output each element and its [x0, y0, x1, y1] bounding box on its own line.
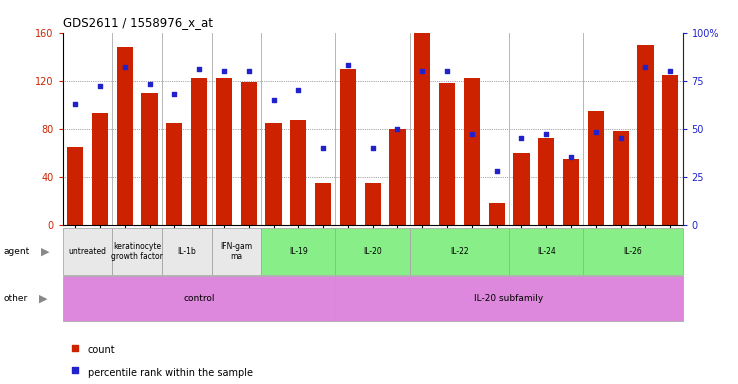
Text: IL-1b: IL-1b	[177, 247, 196, 256]
Bar	[587, 111, 604, 225]
Bar	[613, 131, 629, 225]
Text: count: count	[88, 345, 115, 355]
Bar	[290, 120, 306, 225]
Point	[292, 87, 304, 93]
Bar	[117, 47, 133, 225]
Text: IL-20: IL-20	[363, 247, 382, 256]
Point	[565, 154, 577, 161]
Bar	[63, 276, 336, 321]
Point	[342, 62, 354, 68]
Text: percentile rank within the sample: percentile rank within the sample	[88, 367, 252, 378]
Bar	[638, 45, 654, 225]
Point	[540, 131, 552, 137]
Point	[317, 145, 329, 151]
Point	[119, 64, 131, 70]
Bar	[339, 69, 356, 225]
Bar	[212, 228, 261, 275]
Bar	[215, 78, 232, 225]
Point	[94, 83, 106, 89]
Text: IL-20 subfamily: IL-20 subfamily	[475, 294, 544, 303]
Bar	[336, 228, 410, 275]
Text: IFN-gam
ma: IFN-gam ma	[220, 242, 252, 261]
Bar	[166, 122, 182, 225]
Point	[243, 68, 255, 74]
Point	[466, 131, 477, 137]
Point	[144, 81, 156, 88]
Bar	[315, 183, 331, 225]
Bar	[410, 228, 509, 275]
Bar	[92, 113, 108, 225]
Point	[69, 367, 81, 373]
Bar	[63, 228, 112, 275]
Text: IL-22: IL-22	[450, 247, 469, 256]
Point	[69, 345, 81, 351]
Bar	[67, 147, 83, 225]
Bar	[439, 83, 455, 225]
Text: keratinocyte
growth factor: keratinocyte growth factor	[111, 242, 163, 261]
Bar	[162, 228, 212, 275]
Bar	[142, 93, 158, 225]
Text: agent: agent	[4, 247, 30, 256]
Bar	[514, 153, 530, 225]
Point	[615, 135, 627, 141]
Text: GDS2611 / 1558976_x_at: GDS2611 / 1558976_x_at	[63, 16, 213, 29]
Bar	[390, 129, 406, 225]
Point	[416, 68, 428, 74]
Text: untreated: untreated	[69, 247, 106, 256]
Point	[367, 145, 379, 151]
Bar	[365, 183, 381, 225]
Bar	[191, 78, 207, 225]
Bar	[266, 122, 282, 225]
Text: ▶: ▶	[41, 247, 49, 257]
Point	[664, 68, 676, 74]
Point	[516, 135, 528, 141]
Point	[491, 168, 503, 174]
Bar	[584, 228, 683, 275]
Bar	[414, 33, 430, 225]
Bar	[112, 228, 162, 275]
Point	[640, 64, 652, 70]
Bar	[336, 276, 683, 321]
Bar	[241, 82, 257, 225]
Text: IL-19: IL-19	[289, 247, 308, 256]
Point	[168, 91, 180, 97]
Bar	[509, 228, 584, 275]
Point	[392, 126, 404, 132]
Text: ▶: ▶	[39, 293, 48, 304]
Bar	[538, 138, 554, 225]
Text: other: other	[4, 294, 28, 303]
Bar	[489, 203, 505, 225]
Bar	[563, 159, 579, 225]
Point	[268, 97, 280, 103]
Text: control: control	[183, 294, 215, 303]
Bar	[662, 74, 678, 225]
Point	[218, 68, 230, 74]
Bar	[261, 228, 336, 275]
Point	[69, 101, 81, 107]
Text: IL-24: IL-24	[537, 247, 556, 256]
Point	[441, 68, 453, 74]
Bar	[463, 78, 480, 225]
Text: IL-26: IL-26	[624, 247, 643, 256]
Point	[193, 66, 205, 72]
Point	[590, 129, 601, 136]
